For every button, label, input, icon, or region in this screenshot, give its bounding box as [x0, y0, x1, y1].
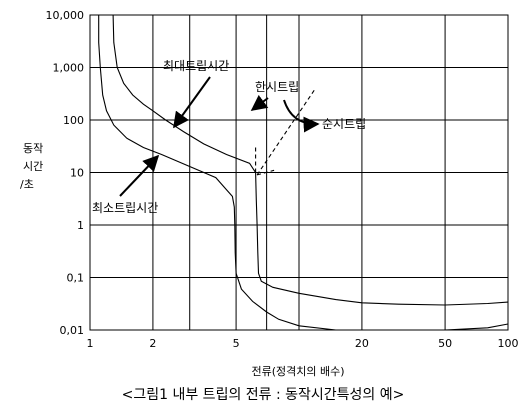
annotation-limited-trip-label: 한시트립: [255, 80, 299, 94]
y-tick-label: 10: [70, 167, 84, 180]
y-tick-label: 10,000: [46, 9, 85, 22]
y-tick-label: 0,01: [60, 324, 85, 337]
annotation-limited-trip-arrow: [250, 94, 269, 111]
series-line-2: [98, 15, 509, 331]
y-axis-label-line-1: 동작: [23, 142, 43, 155]
y-tick-label: 100: [63, 114, 84, 127]
annotation-min-trip-label: 최소트립시간: [92, 201, 158, 215]
plot-frame: [89, 14, 509, 331]
series-line-1: [112, 14, 509, 306]
annotation-max-trip-arrow: [173, 76, 211, 129]
x-tick-label: 100: [498, 337, 519, 350]
x-tick-label: 1: [87, 337, 94, 350]
series-line-4: [256, 88, 316, 176]
annotation-max-trip-label: 최대트립시간: [163, 59, 229, 73]
figure-caption: <그림1 내부 트립의 전류 : 동작시간특성의 예>: [122, 387, 405, 403]
x-tick-label: 50: [438, 337, 452, 350]
y-tick-label: 1,000: [53, 62, 85, 75]
y-tick-label: 1: [77, 219, 84, 232]
x-tick-label: 20: [355, 337, 369, 350]
annotation-instant-trip-arrow: [283, 99, 320, 133]
annotation-min-trip-arrow: [119, 154, 160, 197]
x-tick-label: 5: [233, 337, 240, 350]
x-tick-label: 2: [149, 337, 156, 350]
annotation-instant-trip-label: 순시트립: [322, 117, 366, 131]
x-axis-label: 전류(정격치의 배수): [251, 365, 344, 378]
y-tick-label: 0,1: [67, 272, 85, 285]
grid: [89, 14, 509, 331]
tick-labels: 1 2 5 20 50 100 0,01 0,1 1 10 100 1,000 10,000: [46, 9, 519, 350]
y-axis-label-line-3: /초: [20, 178, 34, 191]
series-line-5: [256, 169, 275, 176]
y-axis-label-line-2: 시간: [23, 160, 43, 173]
series: [98, 14, 509, 331]
